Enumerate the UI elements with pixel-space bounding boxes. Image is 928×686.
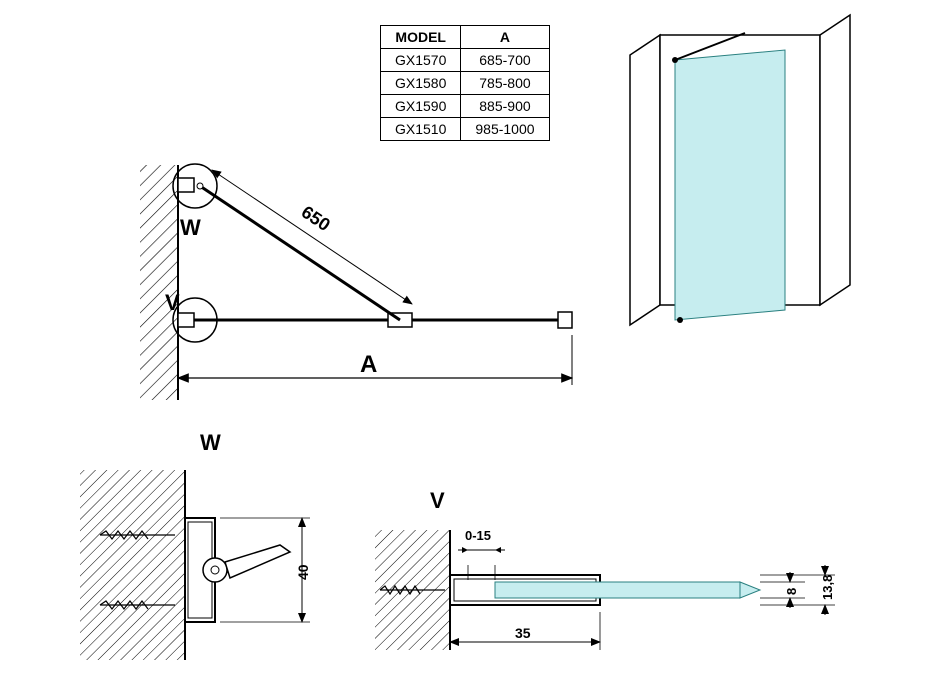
table-row: GX1570685-700 <box>381 49 550 72</box>
dim-a: A <box>360 351 377 378</box>
top-plan-view: W V 650 A <box>140 164 572 400</box>
table-row: GX1590885-900 <box>381 95 550 118</box>
label-v2: V <box>430 488 445 513</box>
dim-v-8: 8 <box>784 588 799 595</box>
col-model: MODEL <box>381 26 461 49</box>
table-row: GX1580785-800 <box>381 72 550 95</box>
dim-w-40: 40 <box>295 564 311 580</box>
detail-w: W 40 <box>80 430 311 660</box>
iso-view <box>630 15 850 325</box>
detail-v: V 0-15 35 8 13,8 <box>375 488 835 650</box>
table-row: GX1510985-1000 <box>381 118 550 141</box>
label-w: W <box>180 215 201 240</box>
label-v: V <box>165 290 180 315</box>
dim-v-adjust: 0-15 <box>465 528 491 543</box>
dim-v-35: 35 <box>515 625 531 641</box>
col-a: A <box>461 26 549 49</box>
label-w2: W <box>200 430 221 455</box>
dim-650: 650 <box>298 202 334 235</box>
dim-v-138: 13,8 <box>820 575 835 600</box>
model-table: MODEL A GX1570685-700 GX1580785-800 GX15… <box>380 25 550 141</box>
